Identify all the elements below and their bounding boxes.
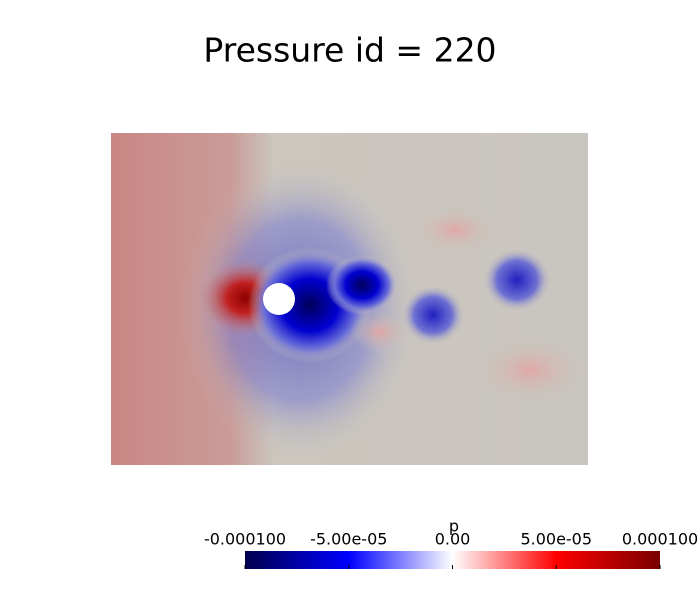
colorbar-tick-label: 5.00e-05 <box>520 530 592 549</box>
pressure-field <box>111 133 588 465</box>
colorbar <box>245 551 660 569</box>
colorbar-tick-label: 0.00 <box>435 530 471 549</box>
colorbar-label: p <box>449 517 459 536</box>
chart-title: Pressure id = 220 <box>203 31 496 70</box>
colorbar-tick-label: -0.000100 <box>204 530 286 549</box>
colorbar-tick-label: -5.00e-05 <box>310 530 387 549</box>
colorbar-tick-label: 0.000100 <box>622 530 698 549</box>
